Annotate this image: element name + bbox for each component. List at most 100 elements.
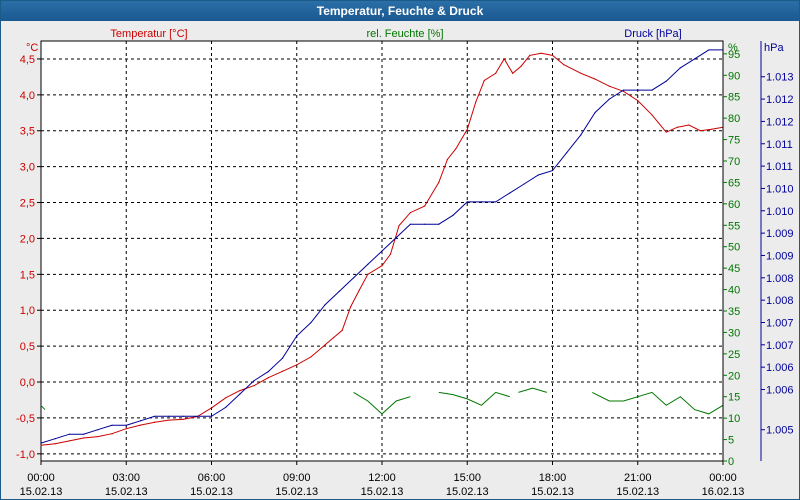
temperature-data-point — [580, 72, 582, 74]
temperature-data-point — [350, 306, 352, 308]
humidity-tick-label: 40 — [728, 285, 740, 297]
pressure-data-point — [367, 263, 369, 266]
temperature-data-point — [239, 390, 241, 392]
pressure-data-point — [97, 429, 99, 431]
pressure-data-point — [495, 201, 497, 203]
temperature-data-point — [139, 424, 142, 426]
temperature-data-point — [267, 377, 269, 379]
pressure-data-point — [310, 321, 312, 324]
x-tick-time: 18:00 — [539, 472, 567, 484]
pressure-data-point — [154, 415, 156, 417]
humidity-tick-label: 0 — [728, 456, 734, 468]
temperature-data-point — [438, 181, 440, 184]
x-tick-time: 21:00 — [624, 472, 652, 484]
temperature-data-point — [253, 385, 255, 387]
temperature-data-point — [637, 99, 639, 102]
temperature-data-point — [97, 435, 99, 438]
temperature-data-point — [40, 444, 42, 446]
temperature-data-point — [341, 329, 343, 331]
pressure-tick-label: 1.010 — [766, 183, 794, 195]
temperature-data-point — [54, 443, 56, 445]
humidity-tick-label: 35 — [728, 306, 740, 318]
pressure-tick-label: 1.007 — [766, 340, 794, 352]
humidity-series-segment — [438, 391, 511, 406]
pressure-data-point — [580, 134, 582, 136]
temperature-data-point — [688, 124, 690, 126]
temperature-data-point — [281, 370, 284, 372]
humidity-series-segment — [353, 391, 411, 415]
temperature-data-point — [389, 253, 392, 255]
x-tick-time: 09:00 — [283, 472, 311, 484]
temperature-data-point — [324, 344, 326, 346]
pressure-tick-label: 1.009 — [766, 250, 794, 262]
temp-unit-label: °C — [26, 42, 38, 54]
pressure-data-point — [196, 415, 198, 417]
pressure-data-point — [125, 424, 127, 426]
pressure-tick-label: 1.013 — [766, 72, 794, 84]
pressure-data-point — [466, 201, 468, 203]
pressure-data-point — [111, 424, 113, 426]
temperature-data-point — [676, 126, 679, 128]
pressure-data-point — [40, 442, 42, 444]
temperature-data-point — [333, 336, 335, 339]
pressure-data-point — [381, 250, 383, 252]
x-tick-date: 15.02.13 — [616, 486, 659, 498]
pressure-data-point — [239, 393, 241, 395]
humidity-tick-label: 25 — [728, 349, 740, 361]
legend-entry: Druck [hPa] — [624, 28, 681, 40]
pressure-data-point — [509, 192, 511, 194]
x-tick-date: 15.02.13 — [275, 486, 318, 498]
pressure-data-point — [324, 304, 326, 306]
temperature-data-point — [310, 356, 312, 358]
temp-tick-label: 1,5 — [20, 269, 35, 281]
pressure-tick-label: 1.006 — [766, 385, 794, 397]
humidity-tick-label: 45 — [728, 263, 740, 275]
pressure-data-point — [566, 152, 568, 154]
temperature-data-point — [529, 54, 531, 56]
series-layer — [40, 49, 724, 446]
legend-entry: Temperatur [°C] — [110, 28, 187, 40]
temperature-data-point — [296, 364, 298, 366]
pressure-data-point — [54, 438, 56, 440]
pressure-data-point — [139, 420, 142, 422]
x-tick-date: 15.02.13 — [105, 486, 148, 498]
humidity-series-segment — [518, 387, 547, 393]
pressure-tick-label: 1.010 — [766, 206, 794, 218]
temp-tick-label: -0,5 — [16, 413, 35, 425]
temp-tick-label: 2,5 — [20, 198, 35, 210]
x-tick-time: 03:00 — [112, 472, 140, 484]
legend-entry: rel. Feuchte [%] — [366, 28, 443, 40]
x-tick-date: 15.02.13 — [20, 486, 63, 498]
humidity-tick-label: 80 — [728, 113, 740, 125]
pressure-data-point — [83, 433, 85, 435]
humidity-series-segment — [40, 405, 46, 410]
temp-tick-label: -1,0 — [16, 449, 35, 461]
pressure-data-point — [537, 174, 539, 176]
temperature-data-point — [358, 289, 360, 291]
humidity-tick-label: 65 — [728, 177, 740, 189]
temperature-data-point — [594, 78, 596, 80]
pressure-data-point — [693, 58, 696, 60]
temperature-data-point — [495, 72, 497, 74]
x-tick-time: 06:00 — [198, 472, 226, 484]
temp-tick-label: 4,5 — [20, 54, 35, 66]
pressure-data-point — [281, 357, 284, 359]
temperature-data-point — [125, 428, 127, 430]
temperature-data-point — [622, 90, 625, 92]
temperature-data-point — [381, 265, 383, 267]
humidity-tick-label: 50 — [728, 242, 740, 254]
pressure-data-point — [637, 89, 639, 91]
pressure-tick-label: 1.007 — [766, 317, 794, 329]
x-tick-date: 15.02.13 — [531, 486, 574, 498]
temp-tick-label: 4,0 — [20, 90, 35, 102]
temperature-data-point — [466, 128, 468, 130]
temperature-data-point — [551, 54, 554, 56]
temperature-data-point — [424, 205, 426, 207]
pressure-data-point — [68, 433, 71, 435]
temperature-data-point — [651, 114, 653, 116]
temperature-data-point — [699, 130, 701, 132]
humidity-tick-label: 85 — [728, 92, 740, 104]
temperature-data-point — [540, 52, 542, 54]
temperature-data-point — [665, 131, 667, 133]
x-tick-time: 00:00 — [709, 472, 737, 484]
